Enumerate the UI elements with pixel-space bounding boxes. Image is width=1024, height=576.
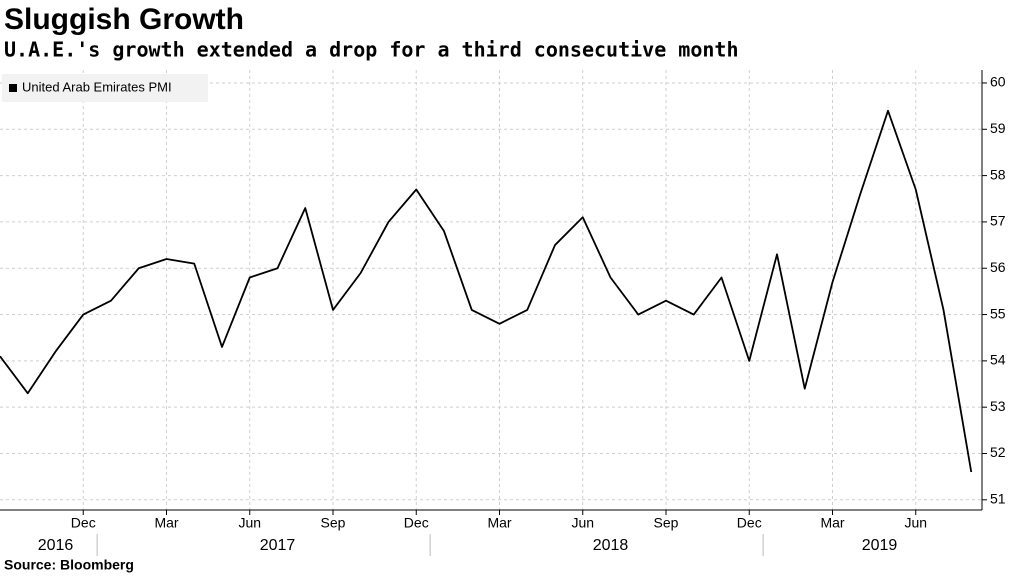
x-tick-label: Mar <box>154 515 178 531</box>
year-label: 2018 <box>593 537 629 554</box>
legend-swatch <box>9 84 17 92</box>
y-tick-label: 56 <box>990 259 1006 275</box>
y-tick-label: 55 <box>990 305 1006 321</box>
x-tick-label: Dec <box>737 515 762 531</box>
x-tick-label: Jun <box>238 515 261 531</box>
x-tick-label: Mar <box>820 515 844 531</box>
year-label: 2016 <box>38 537 74 554</box>
x-tick-label: Jun <box>904 515 927 531</box>
series-line <box>0 109 973 473</box>
x-tick-label: Sep <box>321 515 346 531</box>
x-tick-label: Sep <box>654 515 679 531</box>
y-tick-label: 60 <box>990 74 1006 90</box>
chart-subtitle: U.A.E.'s growth extended a drop for a th… <box>4 38 739 62</box>
year-label: 2019 <box>862 537 898 554</box>
y-tick-label: 59 <box>990 120 1006 136</box>
source: Source: Bloomberg <box>4 557 134 573</box>
y-tick-label: 54 <box>990 352 1006 368</box>
x-tick-label: Dec <box>404 515 429 531</box>
y-tick-label: 57 <box>990 213 1006 229</box>
x-tick-label: Jun <box>571 515 594 531</box>
y-tick-label: 51 <box>990 491 1006 507</box>
y-tick-label: 53 <box>990 398 1006 414</box>
x-tick-label: Dec <box>71 515 96 531</box>
legend-label: United Arab Emirates PMI <box>22 79 172 94</box>
x-tick-label: Mar <box>487 515 511 531</box>
legend-box <box>2 74 208 102</box>
year-label: 2017 <box>260 537 296 554</box>
y-tick-label: 52 <box>990 444 1006 460</box>
y-tick-label: 58 <box>990 166 1006 182</box>
chart-title: Sluggish Growth <box>4 3 244 36</box>
